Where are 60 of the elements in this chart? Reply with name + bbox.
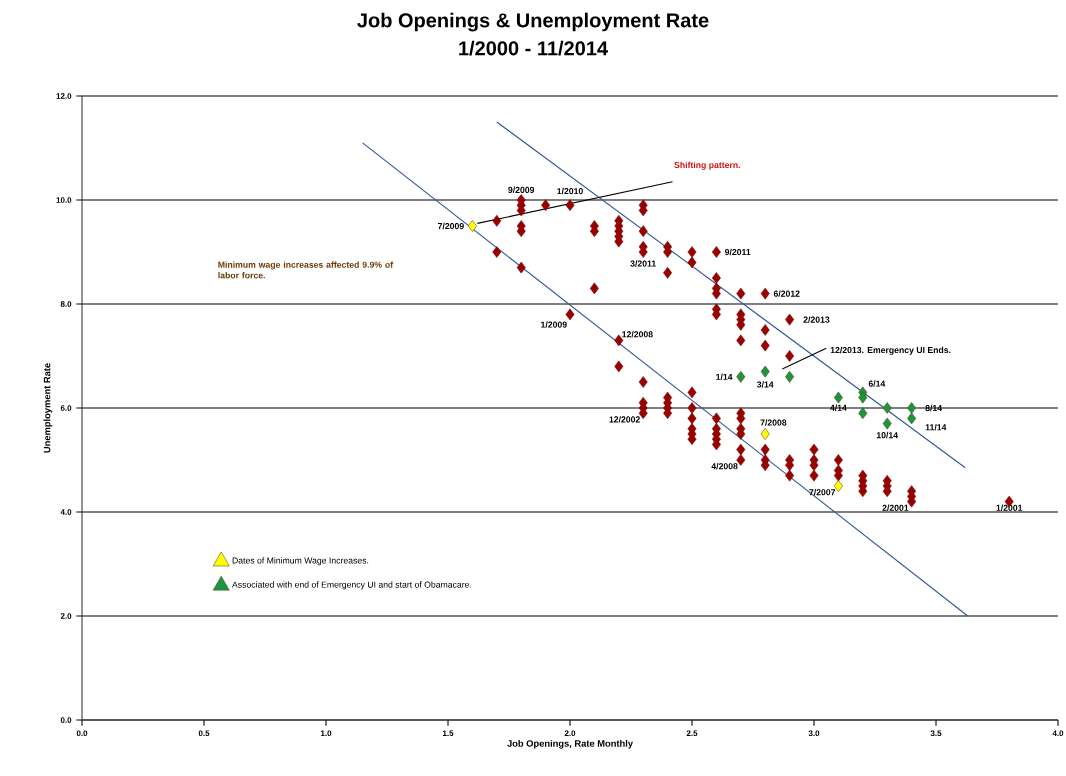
annotation: 12/2002 — [609, 416, 640, 423]
legend-label: Dates of Minimum Wage Increases. — [232, 557, 369, 566]
x-tick-label: 0.5 — [198, 730, 210, 737]
annotation: 11/14 — [925, 424, 947, 431]
point — [467, 220, 477, 232]
chart-title: Job Openings & Unemployment Rate — [357, 12, 709, 32]
annotation: 4/2008 — [711, 462, 738, 470]
x-tick-label: 1.5 — [442, 730, 454, 736]
x-tick-label: 2.0 — [564, 730, 576, 737]
chart-subtitle: 1/2000 - 11/2014 — [459, 40, 608, 56]
annotation: 7/2008 — [760, 419, 787, 426]
annotation: 1/2001 — [996, 504, 1023, 511]
point — [760, 365, 770, 378]
annotation: 2/2001 — [882, 504, 909, 511]
annotation: 9/2011 — [724, 248, 751, 256]
y-axis-title: Unemployment Rate — [43, 363, 53, 453]
annotation: 1/2010 — [557, 187, 583, 195]
point — [736, 370, 746, 383]
annotation: 7/2007 — [809, 488, 836, 496]
annotation: 12/2013. Emergency UI Ends. — [830, 346, 951, 355]
y-tick-label: 4.0 — [60, 509, 72, 515]
y-tick-label: 0.0 — [60, 717, 72, 723]
annotation: 2/2013 — [803, 316, 830, 323]
annotation: 4/14 — [830, 404, 847, 411]
annotation: 1/14 — [716, 373, 733, 381]
x-tick-label: 4.0 — [1052, 730, 1064, 737]
x-tick-label: 3.5 — [930, 730, 942, 737]
annotation: Minimum wage increases affected 9.9% of labor force. — [218, 261, 394, 279]
annotation: 6/14 — [868, 380, 886, 387]
annotation: 12/2008 — [622, 331, 653, 338]
y-tick-label: 10.0 — [56, 197, 72, 203]
x-tick-label: 2.5 — [686, 730, 698, 737]
point — [760, 428, 770, 440]
x-axis-title: Job Openings, Rate Monthly — [507, 739, 633, 749]
y-tick-label: 6.0 — [60, 405, 72, 411]
annotation: 8/14 — [925, 404, 943, 412]
point — [858, 391, 868, 404]
point — [907, 402, 917, 414]
x-tick-label: 0.0 — [76, 730, 88, 737]
y-tick-label: 2.0 — [60, 613, 72, 619]
point — [882, 417, 892, 430]
annotation: 10/14 — [876, 431, 898, 439]
annotation: 3/2011 — [630, 260, 656, 267]
annotation: 6/2012 — [773, 290, 800, 297]
point — [858, 407, 868, 420]
annotation: 7/2009 — [438, 222, 464, 230]
point — [785, 370, 795, 383]
point — [833, 480, 843, 492]
legend-label: Associated with end of Emergency UI and start of Obamacare. — [232, 581, 472, 590]
annotation: 9/2009 — [508, 186, 535, 194]
y-tick-label: 8.0 — [60, 301, 72, 307]
y-tick-label: 12.0 — [56, 93, 72, 99]
annotation: Shifting pattern. — [674, 161, 740, 170]
annotation: 1/2009 — [541, 321, 567, 328]
point — [907, 412, 917, 425]
annotation: 3/14 — [756, 381, 774, 388]
point — [882, 402, 892, 414]
point — [833, 391, 843, 404]
x-tick-label: 1.0 — [320, 730, 332, 737]
x-tick-label: 3.0 — [808, 730, 820, 737]
